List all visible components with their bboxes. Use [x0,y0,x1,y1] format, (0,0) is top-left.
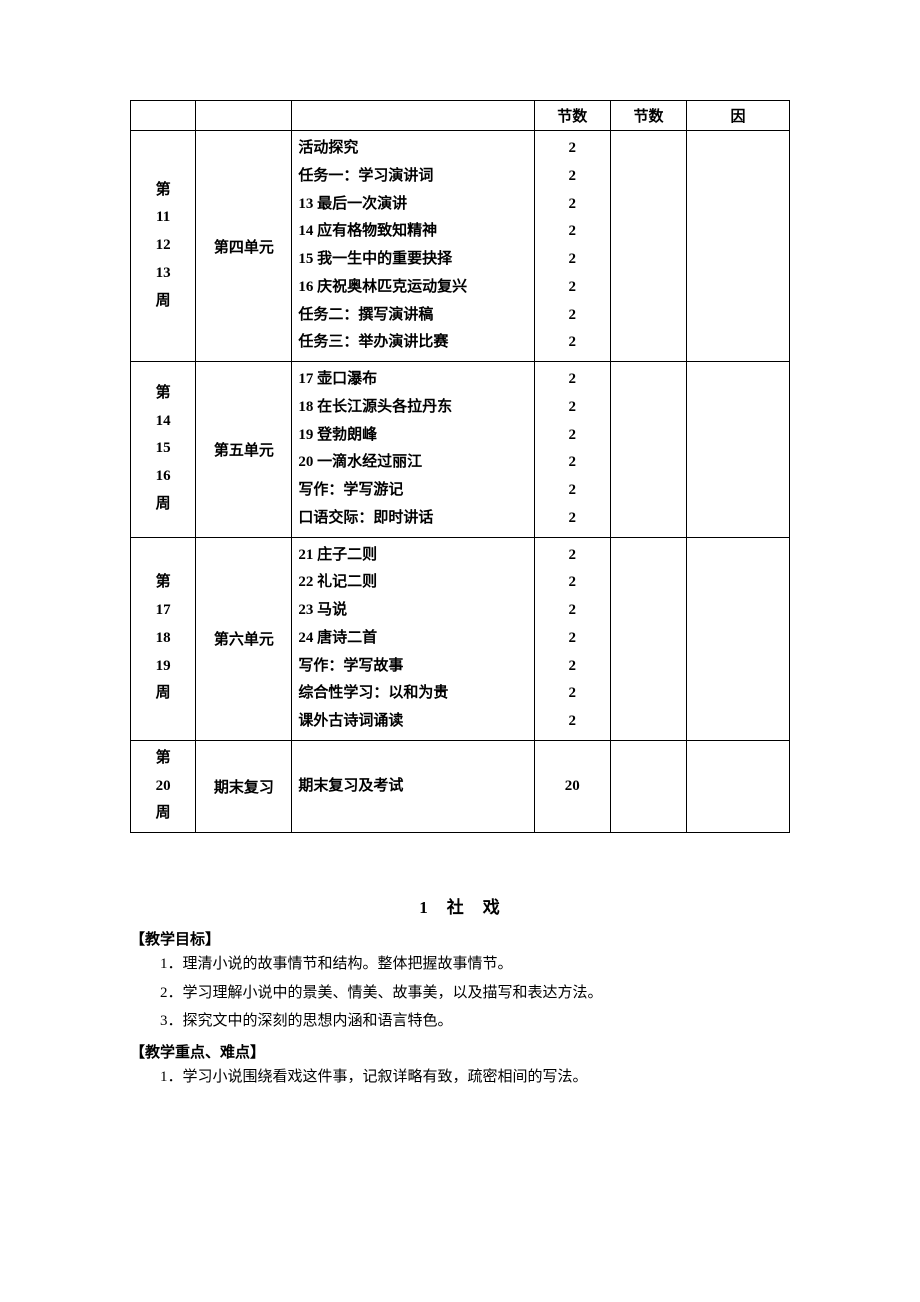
table-row: 第111213周第四单元活动探究任务一：学习演讲词13 最后一次演讲14 应有格… [131,131,790,362]
focus-list: 1．学习小说围绕看戏这件事，记叙详略有致，疏密相间的写法。 [130,1065,790,1091]
header-blank-1 [131,101,196,131]
header-blank-2 [196,101,292,131]
goal-item: 1．理清小说的故事情节和结构。整体把握故事情节。 [160,952,790,978]
content-cell: 17 壶口瀑布18 在长江源头各拉丹东19 登勃朗峰20 一滴水经过丽江写作：学… [292,362,534,538]
count1-cell: 20 [534,740,610,832]
count1-cell: 2222222 [534,537,610,740]
count1-cell: 22222222 [534,131,610,362]
document-page: 节数 节数 因 第111213周第四单元活动探究任务一：学习演讲词13 最后一次… [0,0,920,1153]
content-cell: 活动探究任务一：学习演讲词13 最后一次演讲14 应有格物致知精神15 我一生中… [292,131,534,362]
content-line: 任务三：举办演讲比赛 [298,329,529,357]
header-count2: 节数 [610,101,686,131]
goals-list: 1．理清小说的故事情节和结构。整体把握故事情节。 2．学习理解小说中的景美、情美、… [130,952,790,1035]
content-line: 13 最后一次演讲 [298,191,529,219]
unit-cell: 期末复习 [196,740,292,832]
content-line: 22 礼记二则 [298,569,529,597]
content-line: 18 在长江源头各拉丹东 [298,394,529,422]
content-line: 任务二：撰写演讲稿 [298,302,529,330]
unit-cell: 第四单元 [196,131,292,362]
content-line: 17 壶口瀑布 [298,366,529,394]
content-line: 21 庄子二则 [298,542,529,570]
content-line: 口语交际：即时讲话 [298,505,529,533]
header-blank-3 [292,101,534,131]
table-row: 第171819周第六单元21 庄子二则22 礼记二则23 马说24 唐诗二首写作… [131,537,790,740]
reason-cell [687,131,790,362]
content-line: 期末复习及考试 [298,773,529,801]
header-reason: 因 [687,101,790,131]
content-line: 15 我一生中的重要抉择 [298,246,529,274]
schedule-table: 节数 节数 因 第111213周第四单元活动探究任务一：学习演讲词13 最后一次… [130,100,790,833]
week-cell: 第171819周 [131,537,196,740]
content-line: 活动探究 [298,135,529,163]
content-cell: 期末复习及考试 [292,740,534,832]
count2-cell [610,131,686,362]
count2-cell [610,740,686,832]
count1-cell: 222222 [534,362,610,538]
goals-head: 【教学目标】 [130,928,790,949]
content-line: 写作：学写故事 [298,653,529,681]
content-line: 任务一：学习演讲词 [298,163,529,191]
content-line: 23 马说 [298,597,529,625]
content-line: 课外古诗词诵读 [298,708,529,736]
content-line: 19 登勃朗峰 [298,422,529,450]
reason-cell [687,362,790,538]
table-body: 第111213周第四单元活动探究任务一：学习演讲词13 最后一次演讲14 应有格… [131,131,790,833]
reason-cell [687,740,790,832]
focus-head: 【教学重点、难点】 [130,1041,790,1062]
table-row: 第141516周第五单元17 壶口瀑布18 在长江源头各拉丹东19 登勃朗峰20… [131,362,790,538]
content-line: 综合性学习：以和为贵 [298,680,529,708]
goal-item: 2．学习理解小说中的景美、情美、故事美，以及描写和表达方法。 [160,981,790,1007]
count2-cell [610,537,686,740]
content-line: 20 一滴水经过丽江 [298,449,529,477]
week-cell: 第111213周 [131,131,196,362]
focus-item: 1．学习小说围绕看戏这件事，记叙详略有致，疏密相间的写法。 [160,1065,790,1091]
week-cell: 第141516周 [131,362,196,538]
header-count1: 节数 [534,101,610,131]
table-header-row: 节数 节数 因 [131,101,790,131]
content-line: 写作：学写游记 [298,477,529,505]
reason-cell [687,537,790,740]
unit-cell: 第六单元 [196,537,292,740]
content-line: 14 应有格物致知精神 [298,218,529,246]
content-cell: 21 庄子二则22 礼记二则23 马说24 唐诗二首写作：学写故事综合性学习：以… [292,537,534,740]
content-line: 16 庆祝奥林匹克运动复兴 [298,274,529,302]
goal-item: 3．探究文中的深刻的思想内涵和语言特色。 [160,1009,790,1035]
count2-cell [610,362,686,538]
table-row: 第20周期末复习期末复习及考试20 [131,740,790,832]
unit-cell: 第五单元 [196,362,292,538]
content-line: 24 唐诗二首 [298,625,529,653]
week-cell: 第20周 [131,740,196,832]
lesson-title: 1 社 戏 [130,893,790,918]
